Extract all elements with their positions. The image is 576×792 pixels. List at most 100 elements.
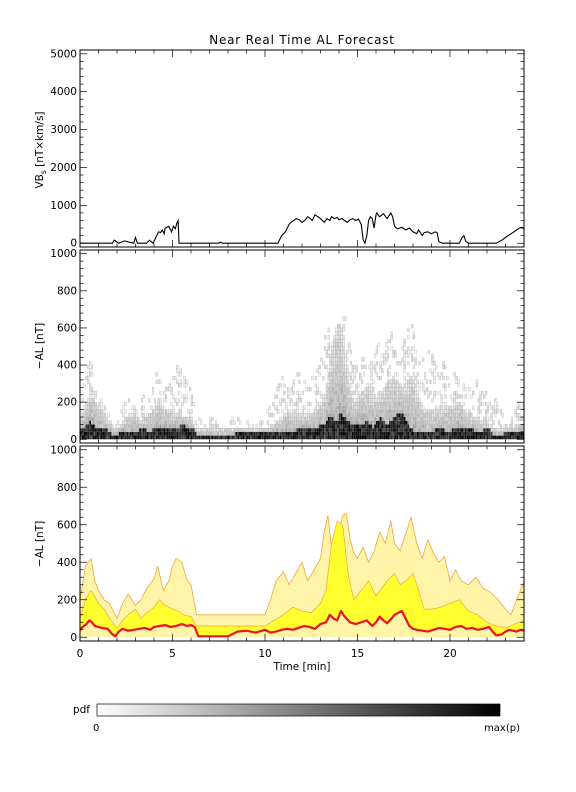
pdf-cell: [390, 409, 393, 414]
pdf-cell: [331, 420, 334, 425]
pdf-cell: [89, 420, 92, 425]
pdf-cell: [314, 435, 317, 440]
pdf-cell: [265, 431, 267, 436]
pdf-cell: [307, 413, 310, 418]
pdf-cell: [185, 379, 188, 384]
pdf-cell: [400, 424, 402, 429]
pdf-cell: [468, 409, 471, 414]
pdf-cell: [486, 405, 490, 410]
pdf-cell: [338, 357, 342, 362]
pdf-cell: [473, 416, 477, 421]
pdf-cell: [283, 413, 286, 418]
pdf-cell: [346, 428, 349, 432]
pdf-cell: [366, 417, 369, 421]
pdf-cell: [487, 431, 489, 436]
pdf-cell: [333, 338, 336, 343]
pdf-cell: [183, 431, 186, 436]
pdf-cell: [326, 405, 328, 410]
pdf-cell: [339, 398, 341, 403]
pdf-cell: [442, 428, 445, 432]
pdf-cell: [372, 361, 375, 366]
pdf-cell: [431, 357, 434, 362]
pdf-cell: [388, 379, 391, 384]
pdf-cell: [400, 428, 402, 432]
pdf-cell: [420, 428, 423, 432]
pdf-cell: [409, 413, 412, 418]
pdf-cell: [383, 353, 386, 358]
pdf-cell: [333, 346, 336, 351]
pdf-colorbar: pdf 0 max(p): [73, 703, 520, 734]
pdf-cell: [462, 416, 465, 421]
pdf-cell: [209, 416, 212, 421]
pdf-cell: [403, 390, 406, 395]
pdf-cell: [129, 428, 132, 432]
pdf-cell: [179, 416, 182, 421]
pdf-cell: [401, 398, 404, 403]
pdf-cell: [396, 390, 399, 395]
pdf-cell: [80, 420, 82, 425]
pdf-cell: [485, 428, 487, 432]
pdf-cell: [381, 420, 384, 425]
pdf-cell: [422, 428, 425, 432]
pdf-cell: [83, 413, 86, 418]
pdf-cell: [424, 424, 426, 429]
pdf-cell: [496, 402, 499, 407]
pdf-cell: [409, 420, 412, 425]
pdf-cell: [255, 431, 258, 436]
pdf-cell: [386, 383, 390, 388]
pdf-cell: [440, 431, 443, 436]
pdf-cell: [477, 431, 480, 436]
pdf-cell: [331, 402, 334, 406]
pdf-cell: [259, 424, 262, 429]
pdf-cell: [120, 428, 123, 432]
pdf-cell: [518, 435, 521, 440]
pdf-cell: [118, 431, 121, 436]
pdf-cell: [348, 346, 351, 351]
pdf-cell: [190, 402, 194, 407]
pdf-cell: [414, 390, 417, 395]
pdf-cell: [109, 420, 112, 425]
pdf-cell: [157, 398, 160, 403]
pdf-cell: [348, 391, 351, 395]
pdf-cell: [335, 357, 338, 362]
pdf-cell: [359, 405, 362, 410]
pdf-cell: [155, 417, 158, 421]
pdf-cell: [336, 353, 340, 358]
pdf-cell: [87, 364, 90, 369]
pdf-cell: [90, 390, 94, 395]
pdf-cell: [398, 361, 401, 366]
pdf-cell: [150, 424, 153, 429]
pdf-cell: [252, 435, 254, 440]
pdf-cell: [444, 394, 447, 399]
pdf-cell: [414, 402, 417, 406]
pdf-cell: [403, 413, 406, 418]
pdf-cell: [381, 435, 384, 440]
pdf-cell: [231, 420, 234, 425]
pdf-cell: [396, 428, 399, 432]
pdf-cell: [272, 428, 275, 432]
pdf-cell: [510, 424, 514, 429]
pdf-cell: [410, 357, 414, 362]
pdf-cell: [164, 387, 168, 392]
pdf-cell: [387, 402, 389, 406]
pdf-cell: [440, 435, 443, 440]
pdf-cell: [255, 427, 258, 433]
pdf-cell: [431, 428, 434, 432]
pdf-cell: [338, 335, 342, 340]
pdf-cell: [483, 416, 486, 421]
pdf-cell: [410, 394, 414, 399]
pdf-cell: [368, 435, 371, 440]
pdf-cell: [168, 435, 171, 440]
pdf-cell: [154, 431, 156, 436]
pdf-cell: [302, 435, 304, 440]
pdf-cell: [281, 420, 284, 425]
pdf-cell: [189, 428, 191, 432]
pdf-cell: [126, 428, 129, 432]
pdf-cell: [81, 413, 84, 418]
pdf-cell: [379, 398, 382, 403]
pdf-cell: [259, 420, 262, 425]
pdf-cell: [442, 409, 445, 414]
pdf-cell: [179, 383, 182, 388]
pdf-cell: [342, 413, 345, 418]
pdf-cell: [511, 431, 513, 436]
